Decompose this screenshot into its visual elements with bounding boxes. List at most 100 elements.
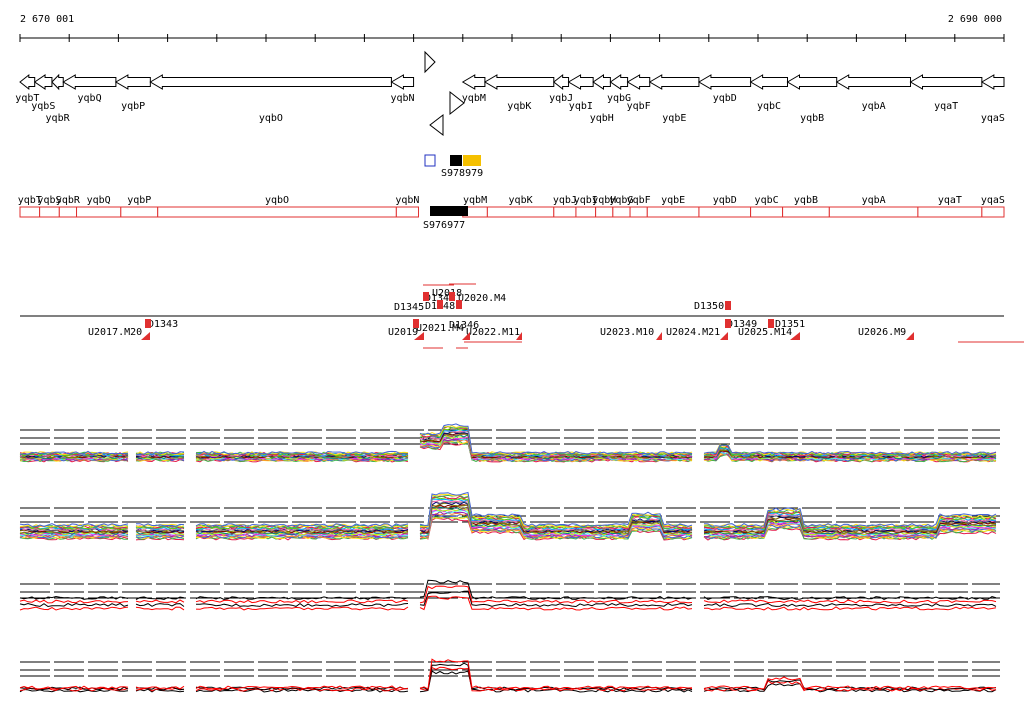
lower-gene-box-yqbc[interactable] xyxy=(750,206,784,218)
tu-label[interactable]: U2024.M21 xyxy=(666,327,720,338)
lower-gene-label: yqbM xyxy=(463,195,487,206)
tu-label[interactable]: D1351 xyxy=(775,319,805,330)
gene-label: yqbE xyxy=(662,113,686,124)
gene-arrow-yqbr[interactable] xyxy=(51,73,64,91)
lower-gene-box-yqba[interactable] xyxy=(828,206,919,218)
gene-arrow-small[interactable] xyxy=(429,113,444,137)
lower-gene-box-yqbt[interactable] xyxy=(19,206,41,218)
segment-marker-blue[interactable] xyxy=(424,154,436,167)
lower-gene-box-yqbk[interactable] xyxy=(486,206,555,218)
lower-gene-box-yqbs[interactable] xyxy=(39,206,60,218)
gene-arrow-small[interactable] xyxy=(424,50,436,74)
tu-label[interactable]: U2023.M10 xyxy=(600,327,654,338)
gene-arrow-yqbt[interactable] xyxy=(19,73,36,91)
gene-arrow-yqbf[interactable] xyxy=(626,74,651,90)
gene-arrow-yqbc[interactable] xyxy=(749,74,789,90)
expression-profile-line xyxy=(19,491,997,528)
gene-label: yqbS xyxy=(31,101,55,112)
lower-gene-box-yqbf[interactable] xyxy=(629,206,648,218)
expression-profile-line xyxy=(19,501,997,533)
tu-label[interactable]: U2019 xyxy=(388,327,418,338)
lower-gene-box-yqbd[interactable] xyxy=(698,206,752,218)
lower-gene-label: yqbQ xyxy=(87,195,111,206)
lower-gene-box-yqbr[interactable] xyxy=(58,206,78,218)
segment-lower-block[interactable] xyxy=(430,206,468,216)
gene-arrow-yqbi[interactable] xyxy=(567,74,594,90)
lower-gene-label: yqbO xyxy=(265,195,289,206)
gene-arrow-yqbb[interactable] xyxy=(786,74,838,90)
segment-label-upper: S978979 xyxy=(441,168,483,179)
gene-arrow-yqas[interactable] xyxy=(980,74,1005,90)
expression-profile-line xyxy=(19,494,997,529)
gene-arrow-yqbn[interactable] xyxy=(390,74,415,90)
segment-marker-black[interactable] xyxy=(450,155,462,166)
lower-gene-box-yqat[interactable] xyxy=(917,206,983,218)
lower-gene-label: yqbS xyxy=(37,195,61,206)
expression-profile-line xyxy=(19,495,997,530)
tu-label[interactable]: U2017.M20 xyxy=(88,327,142,338)
tu-label[interactable]: D1350 xyxy=(694,301,724,312)
gene-arrow-yqba[interactable] xyxy=(835,74,912,90)
tu-marker xyxy=(725,301,731,310)
expression-profile-line xyxy=(19,595,997,611)
lower-gene-box-yqbi[interactable] xyxy=(575,206,597,218)
gene-label: yqbH xyxy=(590,113,614,124)
tu-arrow xyxy=(656,332,662,340)
lower-gene-box-yqbh[interactable] xyxy=(595,206,614,218)
tu-arrow xyxy=(516,332,522,340)
tu-arrow xyxy=(906,332,914,340)
expression-panels xyxy=(19,423,1000,693)
gene-label: yqbA xyxy=(862,101,886,112)
lower-gene-box-yqbj[interactable] xyxy=(553,206,577,218)
tu-label[interactable]: D1345 xyxy=(394,302,424,313)
gene-arrow-yqbe[interactable] xyxy=(648,74,700,90)
tu-label[interactable]: U2022.M11 xyxy=(466,327,520,338)
tu-label[interactable]: D1346 xyxy=(449,320,479,331)
lower-gene-label: yqbB xyxy=(794,195,818,206)
lower-gene-box-yqbq[interactable] xyxy=(76,206,122,218)
tu-label[interactable]: U2021.M4 xyxy=(416,323,464,334)
tu-label[interactable]: D1344 xyxy=(425,293,455,304)
gene-arrow-yqbp[interactable] xyxy=(114,74,151,90)
tu-marker xyxy=(725,319,731,328)
lower-gene-label: yqbA xyxy=(862,195,886,206)
gene-arrow-small[interactable] xyxy=(449,90,465,116)
expression-profile-line xyxy=(19,585,997,604)
lower-gene-label: yqbC xyxy=(755,195,779,206)
gene-arrow-yqbg[interactable] xyxy=(609,74,629,90)
lower-gene-label: yqbJ xyxy=(553,195,577,206)
tu-label[interactable]: U2025.M14 xyxy=(738,327,792,338)
tu-label[interactable]: U2018 xyxy=(432,288,462,299)
lower-gene-box-yqbe[interactable] xyxy=(646,206,700,218)
tu-label[interactable]: U2026.M9 xyxy=(858,327,906,338)
lower-gene-box-yqbo[interactable] xyxy=(157,206,397,218)
lower-gene-box-yqbp[interactable] xyxy=(120,206,159,218)
lower-gene-box-yqbg[interactable] xyxy=(612,206,631,218)
gene-arrow-yqbj[interactable] xyxy=(552,73,570,91)
expression-profile-line xyxy=(19,658,997,690)
lower-gene-box-yqas[interactable] xyxy=(981,206,1005,218)
gene-arrow-yqbq[interactable] xyxy=(62,74,117,90)
gene-label: yqbN xyxy=(390,93,414,104)
gene-label: yqbR xyxy=(46,113,71,124)
gene-arrow-yqbk[interactable] xyxy=(483,74,555,90)
gene-arrow-yqbh[interactable] xyxy=(592,74,611,90)
lower-gene-label: yqbG xyxy=(609,195,633,206)
gene-arrow-yqat[interactable] xyxy=(909,74,983,90)
gene-arrow-yqbs[interactable] xyxy=(33,74,53,90)
tu-label[interactable]: D1349 xyxy=(727,319,757,330)
gene-label: yqbI xyxy=(569,101,593,112)
segment-marker-yellow[interactable] xyxy=(463,155,481,166)
tu-marker xyxy=(456,300,462,309)
lower-gene-box-yqbn[interactable] xyxy=(395,206,419,218)
expression-profile-line xyxy=(19,426,997,456)
gene-arrow-yqbo[interactable] xyxy=(149,74,392,90)
gene-arrow-yqbd[interactable] xyxy=(697,74,752,90)
lower-gene-box-yqbb[interactable] xyxy=(782,206,830,218)
tu-label[interactable]: U2020.M4 xyxy=(458,293,506,304)
tu-label[interactable]: D1343 xyxy=(148,319,178,330)
gene-label: yqbG xyxy=(607,93,631,104)
gene-arrow-yqbm[interactable] xyxy=(461,74,486,90)
